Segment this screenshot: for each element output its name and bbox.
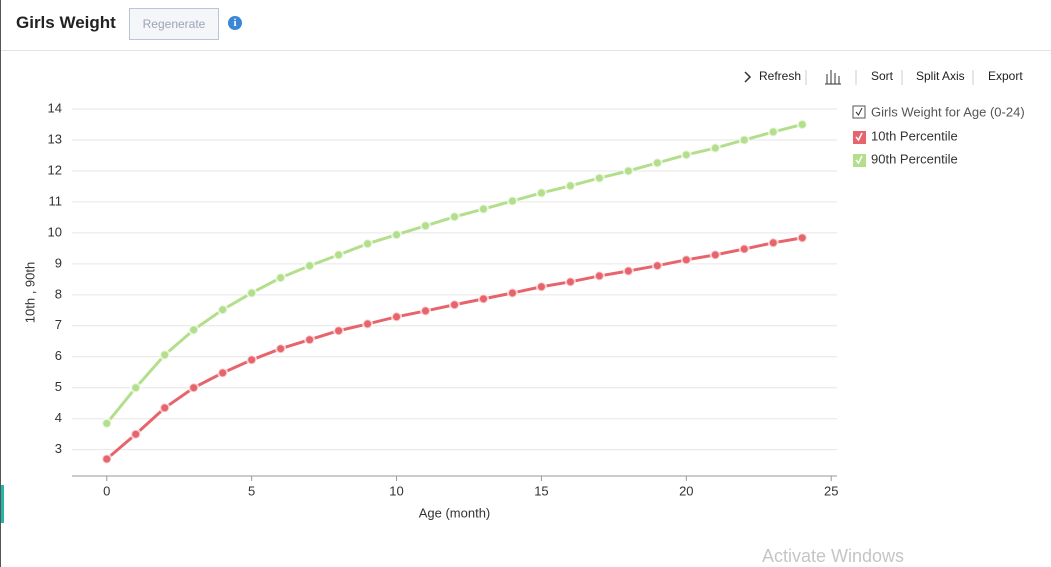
data-point[interactable] — [477, 203, 489, 215]
chart-icon[interactable] — [825, 70, 841, 85]
data-point[interactable] — [738, 243, 750, 255]
data-point[interactable] — [535, 281, 547, 293]
y-tick-label: 14 — [48, 100, 62, 115]
info-icon[interactable]: i — [228, 16, 242, 30]
data-point[interactable] — [275, 272, 287, 284]
series-line — [105, 236, 803, 461]
data-point[interactable] — [506, 195, 518, 207]
side-marker — [1, 485, 4, 523]
data-point[interactable] — [738, 134, 750, 146]
data-point[interactable] — [449, 299, 460, 311]
data-point[interactable] — [564, 180, 576, 192]
data-point[interactable] — [477, 293, 489, 305]
data-point[interactable] — [130, 382, 142, 394]
data-point[interactable] — [593, 172, 605, 184]
x-tick-label: 5 — [248, 483, 255, 498]
y-axis-label: 10th , 90th — [22, 262, 37, 323]
data-point[interactable] — [188, 382, 200, 394]
header: Girls Weight Regenerate i — [1, 0, 1051, 51]
data-point[interactable] — [188, 324, 200, 336]
data-point[interactable] — [304, 260, 316, 272]
data-point[interactable] — [420, 305, 432, 317]
data-point[interactable] — [391, 311, 403, 323]
data-point[interactable] — [159, 402, 171, 414]
data-point[interactable] — [796, 118, 808, 130]
legend-entry[interactable]: 90th Percentile — [871, 151, 958, 166]
data-point[interactable] — [362, 238, 374, 250]
data-point[interactable] — [217, 304, 229, 316]
y-tick-label: 5 — [55, 379, 62, 394]
data-point[interactable] — [767, 126, 779, 138]
data-point[interactable] — [709, 249, 721, 261]
data-point[interactable] — [564, 276, 576, 288]
data-point[interactable] — [680, 254, 692, 266]
data-point[interactable] — [275, 343, 287, 355]
data-point[interactable] — [159, 349, 171, 361]
regenerate-button[interactable]: Regenerate — [129, 8, 219, 40]
data-point[interactable] — [593, 270, 605, 282]
data-point[interactable] — [420, 220, 432, 232]
data-point[interactable] — [246, 354, 258, 366]
data-point[interactable] — [391, 229, 403, 241]
y-tick-label: 13 — [48, 131, 62, 146]
y-tick-label: 7 — [55, 317, 62, 332]
x-tick-label: 15 — [534, 483, 548, 498]
toolbar-button[interactable]: Export — [988, 69, 1023, 83]
refresh-chevron — [744, 71, 752, 83]
toolbar-button[interactable]: Refresh — [759, 69, 801, 83]
y-tick-label: 6 — [55, 348, 62, 363]
data-point[interactable] — [651, 157, 663, 169]
x-tick-label: 20 — [679, 483, 693, 498]
x-tick-label: 10 — [389, 483, 403, 498]
data-point[interactable] — [622, 265, 634, 277]
y-tick-label: 3 — [55, 441, 62, 456]
x-tick-label: 0 — [103, 483, 110, 498]
y-tick-label: 10 — [48, 224, 62, 239]
watermark: Activate Windows — [762, 546, 905, 566]
data-point[interactable] — [651, 260, 663, 272]
data-point[interactable] — [796, 232, 808, 244]
data-point[interactable] — [767, 237, 779, 249]
x-axis-label: Age (month) — [419, 505, 491, 520]
toolbar-button[interactable]: Sort — [871, 69, 894, 83]
data-point[interactable] — [246, 287, 258, 299]
data-point[interactable] — [101, 417, 113, 429]
legend-title: Girls Weight for Age (0-24) — [871, 104, 1025, 119]
toolbar-button[interactable]: Split Axis — [916, 69, 965, 83]
data-point[interactable] — [709, 142, 721, 154]
data-point[interactable] — [101, 453, 113, 465]
legend-check — [855, 107, 863, 116]
x-tick-label: 25 — [824, 483, 838, 498]
data-point[interactable] — [333, 325, 345, 337]
y-tick-label: 12 — [48, 162, 62, 177]
data-point[interactable] — [449, 211, 460, 223]
y-tick-label: 9 — [55, 255, 62, 270]
page-title: Girls Weight — [16, 13, 116, 32]
data-point[interactable] — [506, 287, 518, 299]
data-point[interactable] — [304, 334, 316, 346]
y-tick-label: 8 — [55, 286, 62, 301]
y-tick-label: 4 — [55, 410, 62, 425]
data-point[interactable] — [622, 165, 634, 177]
data-point[interactable] — [535, 187, 547, 199]
y-tick-label: 11 — [49, 193, 63, 208]
data-point[interactable] — [362, 318, 374, 330]
legend-check — [855, 132, 863, 142]
legend-check — [855, 155, 863, 165]
data-point[interactable] — [333, 249, 345, 261]
legend-checkbox[interactable] — [852, 105, 866, 119]
legend-entry[interactable]: 10th Percentile — [871, 128, 958, 143]
data-point[interactable] — [217, 367, 229, 379]
data-point[interactable] — [130, 428, 142, 440]
data-point[interactable] — [680, 149, 692, 161]
